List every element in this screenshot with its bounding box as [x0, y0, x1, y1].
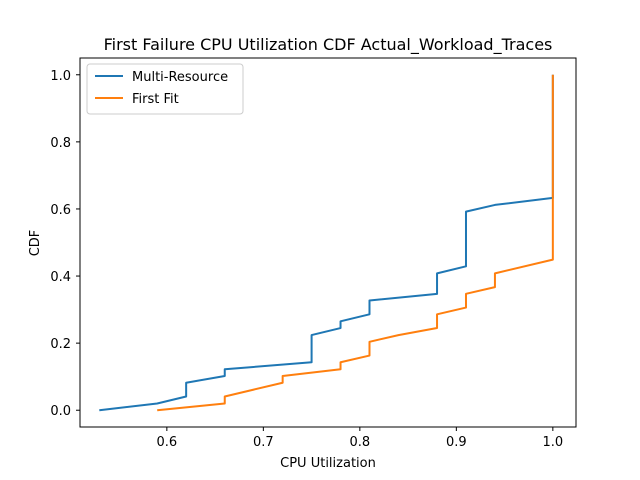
y-tick-label: 1.0 [50, 69, 71, 84]
y-tick-label: 0.0 [50, 404, 71, 419]
legend-label-multi-resource: Multi-Resource [132, 70, 228, 85]
y-tick-label: 0.2 [50, 337, 71, 352]
chart-title: First Failure CPU Utilization CDF Actual… [104, 35, 553, 55]
x-tick-label: 0.6 [157, 435, 178, 450]
y-tick-label: 0.6 [50, 203, 71, 218]
legend: Multi-Resource First Fit [86, 63, 244, 115]
x-tick-label: 1.0 [542, 435, 563, 450]
y-tick-label: 0.8 [50, 136, 71, 151]
legend-box [86, 63, 244, 115]
x-tick-label: 0.8 [350, 435, 371, 450]
y-tick-label: 0.4 [50, 270, 71, 285]
x-tick-label: 0.7 [253, 435, 274, 450]
x-tick-label: 0.9 [446, 435, 467, 450]
legend-label-first-fit: First Fit [132, 92, 179, 107]
series-line-multi-resource [99, 74, 554, 412]
x-axis-label: CPU Utilization [280, 456, 376, 471]
series-line-first-fit [157, 74, 554, 412]
y-axis-label: CDF [28, 230, 43, 257]
plot-frame [79, 57, 577, 428]
